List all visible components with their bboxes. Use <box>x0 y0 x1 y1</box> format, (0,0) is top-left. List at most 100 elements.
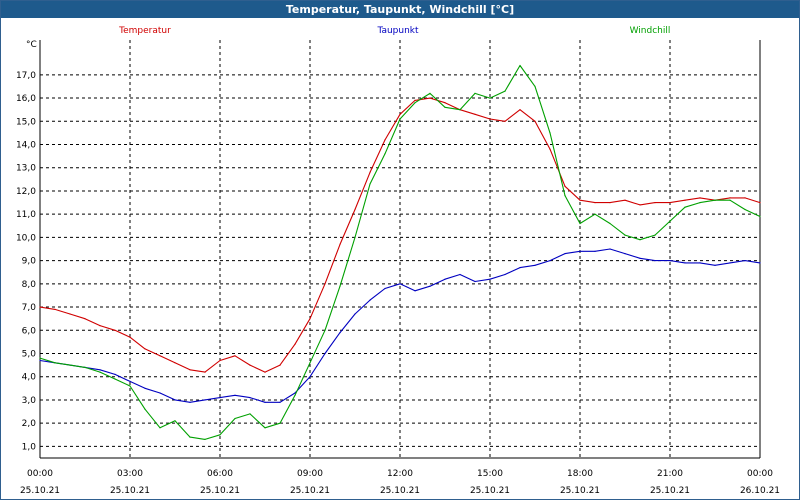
x-tick-date: 26.10.21 <box>740 486 780 496</box>
data-point-windchill <box>699 202 701 204</box>
data-point-taupunkt <box>99 369 101 371</box>
data-point-taupunkt <box>384 287 386 290</box>
data-point-temperatur <box>684 199 686 201</box>
data-point-temperatur <box>489 118 491 120</box>
data-point-windchill <box>189 436 191 438</box>
data-point-windchill <box>84 366 86 368</box>
data-point-taupunkt <box>189 401 191 403</box>
y-tick-label: 12,0 <box>16 187 36 197</box>
data-point-taupunkt <box>564 253 566 255</box>
data-point-temperatur <box>639 204 641 206</box>
label-layer: Temperatur Taupunkt Windchill <box>118 26 670 36</box>
data-point-windchill <box>459 109 461 111</box>
x-tick-time: 18:00 <box>567 469 593 479</box>
x-tick-time: 15:00 <box>477 469 503 479</box>
data-point-taupunkt <box>714 264 716 266</box>
data-point-taupunkt <box>309 376 311 378</box>
data-point-taupunkt <box>459 273 461 276</box>
data-point-windchill <box>474 92 476 94</box>
data-point-taupunkt <box>579 250 581 252</box>
data-point-temperatur <box>249 364 251 366</box>
data-point-taupunkt <box>474 280 476 283</box>
data-point-taupunkt <box>609 248 611 250</box>
y-tick-label: 11,0 <box>16 210 36 220</box>
x-tick-date: 25.10.21 <box>380 486 420 496</box>
data-point-windchill <box>339 285 341 287</box>
window-title: Temperatur, Taupunkt, Windchill [°C] <box>1 1 799 18</box>
data-point-windchill <box>504 90 506 92</box>
data-point-taupunkt <box>369 299 371 301</box>
data-point-windchill <box>549 132 551 134</box>
data-point-temperatur <box>159 355 161 357</box>
data-point-windchill <box>684 206 686 208</box>
data-point-windchill <box>594 213 596 215</box>
data-point-taupunkt <box>294 392 296 394</box>
x-tick-date: 25.10.21 <box>560 486 600 496</box>
data-point-temperatur <box>264 371 266 373</box>
data-point-windchill <box>174 420 176 422</box>
series-line-taupunkt <box>39 248 761 403</box>
data-point-taupunkt <box>129 380 131 382</box>
data-point-windchill <box>414 102 416 104</box>
data-point-taupunkt <box>504 273 506 276</box>
data-point-windchill <box>294 394 296 396</box>
data-point-windchill <box>264 427 266 429</box>
data-point-windchill <box>309 362 311 364</box>
data-point-temperatur <box>579 199 581 201</box>
data-point-windchill <box>54 362 56 364</box>
data-point-taupunkt <box>114 373 116 375</box>
x-tick-date: 25.10.21 <box>290 486 330 496</box>
series-layer <box>39 64 761 440</box>
data-point-temperatur <box>399 113 401 115</box>
data-point-taupunkt <box>39 359 41 362</box>
data-point-windchill <box>654 234 656 236</box>
data-point-temperatur <box>609 202 611 204</box>
data-point-temperatur <box>309 318 311 320</box>
series-line-temperatur <box>39 97 761 373</box>
x-tick-date: 25.10.21 <box>20 486 60 496</box>
data-point-taupunkt <box>654 260 656 262</box>
data-point-windchill <box>219 434 221 436</box>
data-point-taupunkt <box>234 394 236 396</box>
x-tick-time: 21:00 <box>657 469 683 479</box>
data-point-windchill <box>114 378 116 380</box>
y-tick-label: 16,0 <box>16 94 36 104</box>
data-point-temperatur <box>84 318 86 320</box>
data-point-windchill <box>129 385 131 387</box>
y-tick-label: 5,0 <box>22 350 37 360</box>
data-point-windchill <box>39 357 41 359</box>
data-point-taupunkt <box>534 264 536 266</box>
data-point-taupunkt <box>489 278 491 280</box>
y-tick-label: 8,0 <box>22 280 37 290</box>
data-point-taupunkt <box>729 262 731 264</box>
x-tick-date: 25.10.21 <box>650 486 690 496</box>
data-point-windchill <box>159 427 161 429</box>
data-point-temperatur <box>279 364 281 366</box>
data-point-temperatur <box>549 148 551 150</box>
y-tick-label: 17,0 <box>16 71 36 81</box>
data-point-temperatur <box>594 202 596 204</box>
data-point-temperatur <box>444 102 446 104</box>
data-point-temperatur <box>354 208 356 211</box>
data-point-taupunkt <box>699 262 701 264</box>
data-point-taupunkt <box>219 397 221 399</box>
data-point-windchill <box>144 408 146 410</box>
data-point-taupunkt <box>624 253 626 255</box>
data-point-temperatur <box>99 325 101 327</box>
data-point-windchill <box>369 183 371 185</box>
y-tick-label: 4,0 <box>22 373 37 383</box>
data-point-windchill <box>384 153 386 155</box>
data-point-temperatur <box>429 97 431 99</box>
data-point-windchill <box>69 364 71 366</box>
data-point-taupunkt <box>759 262 761 264</box>
data-point-taupunkt <box>549 260 551 262</box>
y-tick-label: 15,0 <box>16 117 36 127</box>
legend-taupunkt: Taupunkt <box>376 26 419 36</box>
data-point-temperatur <box>474 113 476 115</box>
x-tick-time: 00:00 <box>747 469 773 479</box>
data-point-windchill <box>729 199 731 201</box>
data-point-windchill <box>234 417 236 420</box>
data-point-windchill <box>669 220 671 222</box>
y-tick-label: 7,0 <box>22 303 37 313</box>
data-point-windchill <box>534 85 536 87</box>
